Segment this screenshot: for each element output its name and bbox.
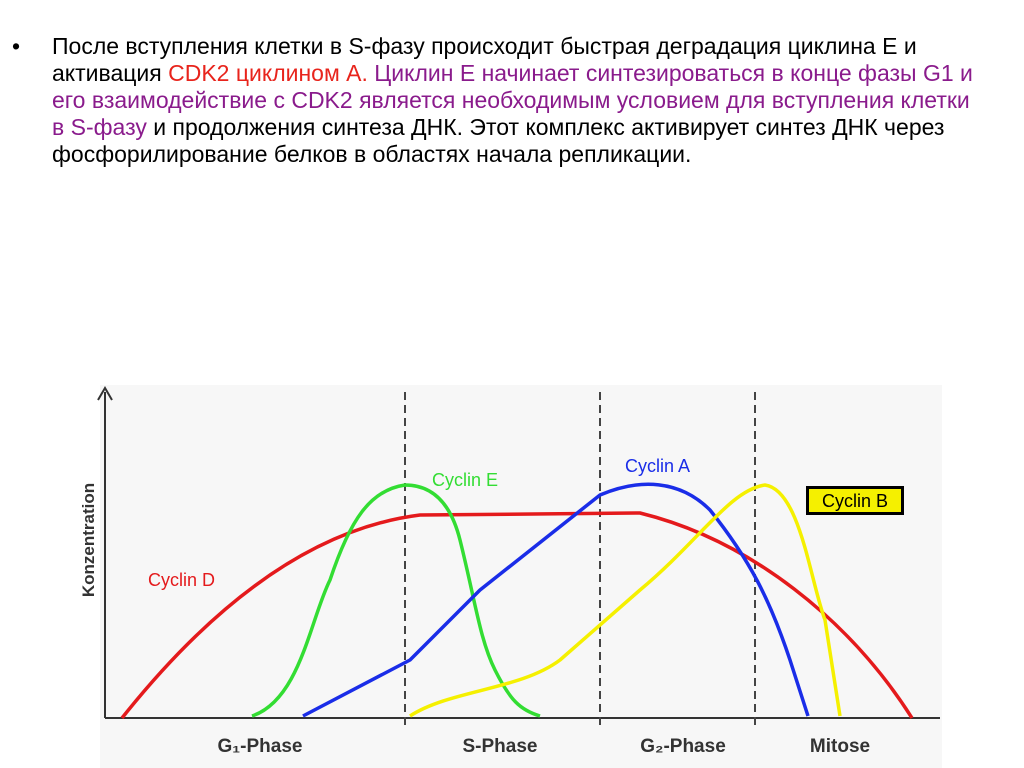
label-cyclin-a: Cyclin A <box>625 456 690 476</box>
curve-cyclin-d <box>120 511 914 720</box>
curve-cyclin-e <box>251 483 541 718</box>
phase-label: Mitose <box>810 736 870 757</box>
label-cyclin-e: Cyclin E <box>432 470 498 490</box>
text: и продолжения синтеза ДНК. Этот комплекс… <box>52 114 945 167</box>
label-cyclin-d: Cyclin D <box>148 570 215 590</box>
curve-cyclin-a <box>302 482 810 718</box>
figure-bg <box>100 385 942 768</box>
y-axis-label: Konzentration <box>79 483 98 597</box>
text-purple: Циклин Е начинает синтезироваться в конц… <box>52 60 973 140</box>
text-red: CDK2 циклином А. <box>168 60 368 86</box>
label-cyclin-b: Cyclin B <box>822 491 888 511</box>
axis-arrow <box>97 386 113 401</box>
phase-label: G₁-Phase <box>218 736 303 757</box>
text: После вступления клетки в S-фазу происхо… <box>52 33 917 86</box>
paragraph: После вступления клетки в S-фазу происхо… <box>52 33 982 168</box>
phase-label: S-Phase <box>463 736 538 757</box>
label-box-fill <box>809 489 901 512</box>
phase-label: G₂-Phase <box>640 736 726 757</box>
phase-dividers <box>404 392 756 725</box>
bullet: • <box>12 33 21 59</box>
curve-cyclin-b <box>409 483 842 718</box>
